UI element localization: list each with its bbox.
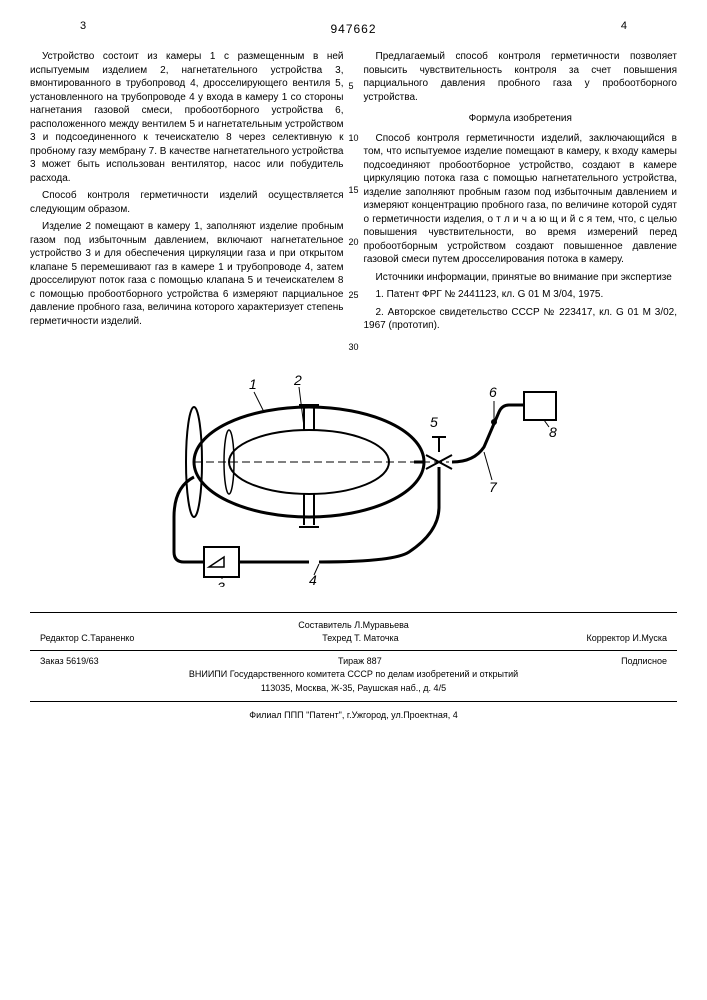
header: 3 947662 4 [30, 20, 677, 38]
diagram-label-5: 5 [430, 414, 438, 430]
diagram-label-3: 3 [217, 579, 225, 587]
diagram-area: 1 2 3 4 5 6 7 8 [30, 357, 677, 592]
corrector: Корректор И.Муска [587, 632, 667, 646]
diagram-label-8: 8 [549, 424, 557, 440]
diagram-label-7: 7 [489, 479, 498, 495]
text-columns: Устройство состоит из камеры 1 с размеще… [30, 50, 677, 337]
page-number-left: 3 [80, 20, 86, 32]
line-marker: 15 [349, 184, 359, 196]
line-marker: 25 [349, 289, 359, 301]
source-1: 1. Патент ФРГ № 2441123, кл. G 01 M 3/04… [364, 288, 678, 302]
page-container: 3 947662 4 Устройство состоит из камеры … [0, 0, 707, 740]
tech: Техред Т. Маточка [322, 632, 398, 646]
sources-title: Источники информации, принятые во вниман… [364, 271, 678, 285]
document-number: 947662 [330, 22, 376, 36]
left-p1: Устройство состоит из камеры 1 с размеще… [30, 50, 344, 185]
editor-row: Редактор С.Тараненко Техред Т. Маточка К… [30, 632, 677, 646]
tirazh: Тираж 887 [338, 655, 382, 669]
order-number: Заказ 5619/63 [40, 655, 99, 669]
compiler-line: Составитель Л.Муравьева [30, 619, 677, 633]
diagram-label-6: 6 [489, 384, 497, 400]
diagram-label-1: 1 [249, 376, 257, 392]
branch-line: Филиал ППП "Патент", г.Ужгород, ул.Проек… [30, 710, 677, 720]
footer: Составитель Л.Муравьева Редактор С.Таран… [30, 612, 677, 703]
left-column: Устройство состоит из камеры 1 с размеще… [30, 50, 344, 337]
source-2: 2. Авторское свидетельство СССР № 223417… [364, 306, 678, 333]
formula-title: Формула изобретения [364, 112, 678, 126]
left-p2: Способ контроля герметичности изделий ос… [30, 189, 344, 216]
right-p2: Способ контроля герметичности изделий, з… [364, 132, 678, 267]
footer-block: Заказ 5619/63 Тираж 887 Подписное ВНИИПИ… [30, 650, 677, 696]
org-line: ВНИИПИ Государственного комитета СССР по… [30, 668, 677, 682]
line-marker: 10 [349, 132, 359, 144]
right-column: 5 10 15 20 25 30 Предлагаемый способ кон… [364, 50, 678, 337]
page-number-right: 4 [621, 20, 627, 32]
left-p3: Изделие 2 помещают в камеру 1, заполняют… [30, 220, 344, 328]
line-marker: 20 [349, 236, 359, 248]
subscribe: Подписное [621, 655, 667, 669]
address-line: 113035, Москва, Ж-35, Раушская наб., д. … [30, 682, 677, 696]
editor: Редактор С.Тараненко [40, 632, 134, 646]
diagram-label-4: 4 [309, 572, 317, 587]
diagram-label-2: 2 [293, 372, 302, 388]
apparatus-diagram: 1 2 3 4 5 6 7 8 [144, 357, 564, 587]
line-marker: 30 [349, 341, 359, 353]
right-p1: Предлагаемый способ контроля герметичнос… [364, 50, 678, 104]
line-numbers: 5 10 15 20 25 30 [349, 50, 359, 353]
line-marker: 5 [349, 80, 359, 92]
